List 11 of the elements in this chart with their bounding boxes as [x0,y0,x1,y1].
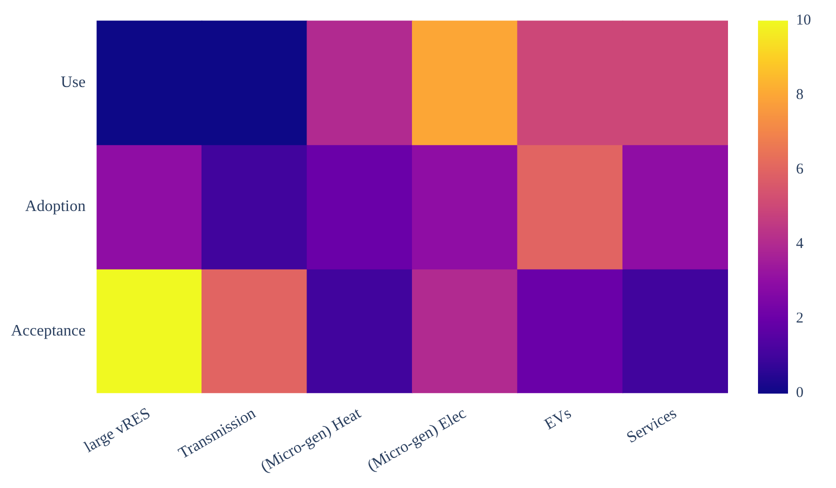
color-bar-label: 6 [796,162,804,178]
y-tick-label: Use [60,74,86,91]
y-tick-label: Acceptance [11,322,86,340]
color-bar-label: 2 [796,310,804,327]
x-tick-label: large vRES [82,404,154,456]
x-tick-label: EVs [542,404,574,434]
color-bar-label: 10 [796,12,811,29]
color-bar-label: 8 [796,87,804,104]
y-tick-label: Adoption [25,198,86,216]
color-bar-label: 4 [796,236,804,252]
color-bar-label: 0 [796,385,804,402]
